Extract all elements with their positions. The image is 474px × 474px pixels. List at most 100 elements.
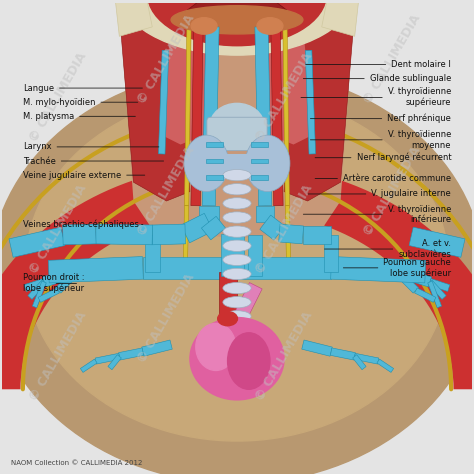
Polygon shape — [236, 283, 262, 317]
Polygon shape — [354, 353, 379, 364]
Text: © CALLIMEDIA: © CALLIMEDIA — [27, 182, 89, 276]
Polygon shape — [394, 269, 419, 293]
Polygon shape — [237, 256, 331, 279]
Polygon shape — [305, 50, 316, 154]
Polygon shape — [279, 224, 304, 244]
Polygon shape — [255, 27, 272, 206]
Ellipse shape — [228, 333, 270, 389]
Polygon shape — [143, 256, 237, 279]
Polygon shape — [248, 235, 262, 276]
Polygon shape — [324, 235, 338, 272]
Polygon shape — [183, 206, 189, 272]
Polygon shape — [145, 235, 160, 272]
Polygon shape — [38, 288, 59, 302]
Polygon shape — [284, 13, 355, 201]
Ellipse shape — [191, 18, 217, 34]
Polygon shape — [115, 0, 152, 36]
Text: Glande sublinguale: Glande sublinguale — [303, 74, 451, 83]
Text: Larynx: Larynx — [23, 142, 159, 151]
Polygon shape — [303, 226, 331, 244]
Polygon shape — [202, 27, 219, 206]
Polygon shape — [119, 3, 355, 239]
Ellipse shape — [223, 198, 251, 209]
Polygon shape — [395, 267, 431, 287]
Text: Trachée: Trachée — [23, 156, 164, 165]
Text: © CALLIMEDIA: © CALLIMEDIA — [27, 309, 89, 403]
Polygon shape — [206, 159, 223, 164]
Polygon shape — [377, 359, 393, 373]
Polygon shape — [96, 224, 153, 245]
Polygon shape — [95, 353, 120, 364]
Polygon shape — [415, 288, 436, 302]
Ellipse shape — [223, 170, 251, 181]
Ellipse shape — [223, 212, 251, 223]
Text: V. thyroïdienne
supérieure: V. thyroïdienne supérieure — [301, 88, 451, 108]
Polygon shape — [331, 256, 426, 283]
Ellipse shape — [25, 93, 449, 441]
Ellipse shape — [223, 240, 251, 251]
Ellipse shape — [0, 69, 474, 474]
Polygon shape — [330, 348, 356, 360]
Polygon shape — [43, 267, 79, 287]
Polygon shape — [260, 215, 285, 240]
Text: V. thyroïdienne
moyenne: V. thyroïdienne moyenne — [310, 130, 451, 149]
Polygon shape — [158, 50, 169, 154]
Polygon shape — [55, 269, 80, 293]
Polygon shape — [428, 281, 442, 308]
Text: © CALLIMEDIA: © CALLIMEDIA — [136, 13, 197, 107]
Ellipse shape — [184, 135, 229, 191]
Text: © CALLIMEDIA: © CALLIMEDIA — [253, 182, 315, 276]
Ellipse shape — [223, 283, 251, 294]
Polygon shape — [81, 359, 97, 373]
Polygon shape — [181, 213, 213, 243]
Ellipse shape — [115, 0, 359, 55]
Polygon shape — [32, 281, 46, 308]
Polygon shape — [63, 224, 96, 245]
Polygon shape — [206, 175, 223, 180]
Polygon shape — [283, 27, 290, 206]
Text: Veines brachio-céphaliques: Veines brachio-céphaliques — [23, 220, 143, 229]
Ellipse shape — [196, 323, 236, 371]
Text: © CALLIMEDIA: © CALLIMEDIA — [361, 13, 423, 107]
Polygon shape — [265, 22, 312, 145]
Polygon shape — [201, 216, 226, 240]
Polygon shape — [199, 206, 219, 222]
Text: A. et v.
subclavières: A. et v. subclavières — [325, 239, 451, 259]
Ellipse shape — [223, 310, 251, 322]
Text: V. thyroïdienne
inférieure: V. thyroïdienne inférieure — [303, 204, 451, 224]
Ellipse shape — [245, 135, 290, 191]
Ellipse shape — [223, 226, 251, 237]
FancyBboxPatch shape — [207, 117, 267, 151]
Ellipse shape — [218, 311, 237, 326]
Text: © CALLIMEDIA: © CALLIMEDIA — [253, 309, 315, 403]
Polygon shape — [152, 224, 185, 245]
Ellipse shape — [171, 6, 303, 34]
Text: NAOM Collection © CALLIMEDIA 2012: NAOM Collection © CALLIMEDIA 2012 — [11, 459, 143, 465]
Text: Nerf laryngé récurrent: Nerf laryngé récurrent — [315, 153, 451, 163]
Polygon shape — [191, 27, 203, 206]
Polygon shape — [142, 340, 172, 356]
Ellipse shape — [223, 297, 251, 308]
Polygon shape — [219, 272, 237, 314]
Ellipse shape — [210, 103, 264, 148]
Polygon shape — [24, 279, 45, 292]
Polygon shape — [9, 227, 65, 257]
Polygon shape — [118, 348, 144, 360]
Polygon shape — [184, 27, 191, 206]
Ellipse shape — [190, 318, 284, 400]
Polygon shape — [271, 27, 283, 206]
Text: © CALLIMEDIA: © CALLIMEDIA — [361, 145, 423, 239]
Polygon shape — [48, 256, 143, 283]
Polygon shape — [206, 142, 223, 147]
Text: V. jugulaire interne: V. jugulaire interne — [308, 190, 451, 199]
Text: Langue: Langue — [23, 83, 143, 92]
FancyBboxPatch shape — [218, 154, 256, 171]
Polygon shape — [251, 142, 268, 147]
Text: © CALLIMEDIA: © CALLIMEDIA — [136, 145, 197, 239]
Polygon shape — [251, 175, 268, 180]
Text: © CALLIMEDIA: © CALLIMEDIA — [27, 50, 89, 145]
Polygon shape — [108, 355, 121, 370]
Polygon shape — [302, 340, 332, 356]
Polygon shape — [119, 13, 190, 201]
Ellipse shape — [257, 18, 283, 34]
